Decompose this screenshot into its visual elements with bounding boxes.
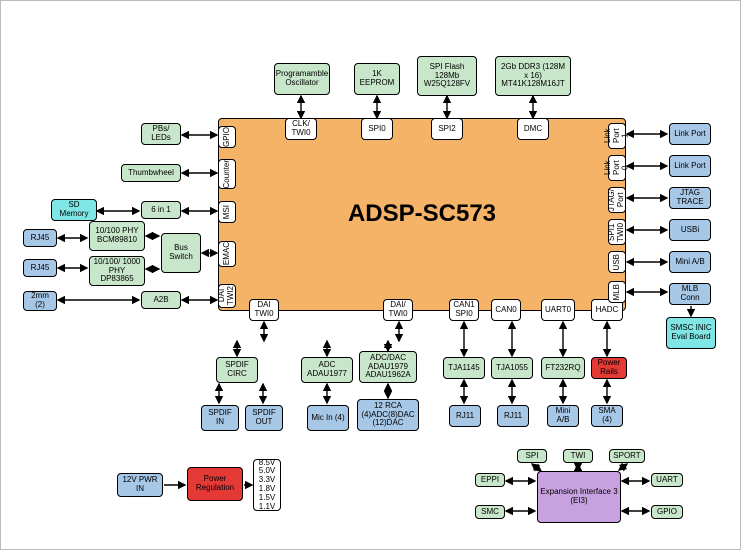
block-rj45: RJ45 [23, 229, 57, 247]
block-pbs-leds: PBs/ LEDs [141, 123, 181, 145]
block-mini-a-b: Mini A/B [669, 251, 711, 273]
block-smsc-inic-eval-board: SMSC INIC Eval Board [666, 317, 716, 349]
block-mic-in-4: Mic In (4) [307, 405, 349, 431]
block-sd-memory: SD Memory [51, 199, 97, 221]
block-can0: CAN0 [491, 299, 521, 321]
block-jtag-trace: JTAG TRACE [669, 187, 711, 209]
block-6-in-1: 6 in 1 [141, 201, 181, 219]
block-sport: SPORT [609, 449, 645, 463]
block-tja1055: TJA1055 [491, 357, 533, 379]
block-mlb-conn: MLB Conn [669, 283, 711, 305]
block-power-regulation: Power Regulation [187, 467, 243, 501]
block-2mm-2: 2mm (2) [23, 291, 57, 311]
block-spi1-twi0: SPI1 TWI0 [608, 219, 626, 245]
block-mlb: MLB [608, 281, 626, 303]
block-spi2: SPI2 [431, 118, 463, 140]
block-thumbwheel: Thumbwheel [121, 164, 181, 182]
block-dai-twi0: DAI TWI0 [249, 299, 279, 321]
block-expansion-interface-3-ei3: Expansion Interface 3 (EI3) [537, 471, 621, 523]
block-a2b: A2B [141, 291, 181, 309]
block-jtag-port: JTAG/ Port [608, 187, 626, 213]
block-bus-switch: Bus Switch [161, 233, 201, 273]
block-dai-twi0: DAI/ TWI0 [383, 299, 413, 321]
block-rj11: RJ11 [449, 405, 481, 427]
block-rj45: RJ45 [23, 259, 57, 277]
block-8-5v-5-0v-3-3v-1-8v-1-5v-1-1v: 8.5V 5.0V 3.3V 1.8V 1.5V 1.1V [253, 459, 281, 511]
block-twi: TWI [563, 449, 593, 463]
block-ft232rq: FT232RQ [541, 357, 585, 379]
block-rj11: RJ11 [497, 405, 529, 427]
block-10-100-1000-phy-dp83865: 10/100/ 1000 PHY DP83865 [89, 256, 145, 286]
block-link-port: Link Port [669, 155, 711, 177]
block-dai-twi2: DAI TWI2 [218, 284, 236, 308]
block-programamble-oscillator: Programamble Oscillator [274, 63, 330, 95]
block-smc: SMC [475, 505, 505, 519]
block-can1-spi0: CAN1 SPI0 [449, 299, 479, 321]
block-dmc: DMC [517, 118, 549, 140]
block-sma-4: SMA (4) [591, 405, 623, 427]
block-link-port: Link Port [669, 123, 711, 145]
block-eppi: EPPI [475, 473, 505, 487]
diagram-canvas: ADSP-SC573 CLK/ TWI0 SPI0 SPI2 DMC DAI TWI0 D… [0, 0, 741, 550]
arrow [619, 464, 627, 470]
block-emac: EMAC [218, 241, 236, 267]
block-gpio: GPIO [218, 126, 236, 148]
block-adc-dac-adau1979-adau1962a: ADC/DAC ADAU1979 ADAU1962A [359, 351, 417, 383]
block-link-port-1: Link Port 1 [608, 123, 626, 149]
block-spdif-out: SPDIF OUT [245, 405, 283, 431]
block-usb: USB [608, 251, 626, 273]
block-spdif-in: SPDIF IN [201, 405, 239, 431]
block-spi-flash-128mb-w25q128fv: SPI Flash 128Mb W25Q128FV [417, 56, 477, 96]
block-2gb-ddr3-128m-x-16-mt41k128m16jt: 2Gb DDR3 (128M x 16) MT41K128M16JT [495, 56, 571, 96]
block-spi: SPI [517, 449, 547, 463]
block-gpio: GPIO [651, 505, 683, 519]
block-adc-adau1977: ADC ADAU1977 [301, 357, 353, 383]
block-usbi: USBi [669, 219, 711, 241]
block-link-port-0: Link Port 0 [608, 155, 626, 181]
block-10-100-phy-bcm89810: 10/100 PHY BCM89810 [89, 221, 145, 251]
block-clk-twi0: CLK/ TWI0 [285, 118, 317, 140]
block-spi0: SPI0 [361, 118, 393, 140]
block-power-rails: Power Rails [591, 357, 627, 379]
block-uart: UART [651, 473, 683, 487]
block-spdif-circ: SPDIF CIRC [216, 357, 258, 383]
block-uart0: UART0 [541, 299, 575, 321]
arrow [532, 464, 541, 471]
block-mini-a-b: Mini A/B [547, 405, 579, 427]
block-1k-eeprom: 1K EEPROM [354, 63, 400, 95]
main-chip: ADSP-SC573 [218, 118, 626, 311]
block-12v-pwr-in: 12V PWR IN [117, 473, 163, 497]
block-12-rca-4-adc-8-dac-12-dac: 12 RCA (4)ADC(8)DAC (12)DAC [357, 399, 419, 431]
block-tja1145: TJA1145 [443, 357, 485, 379]
block-msi: MSI [218, 201, 236, 223]
block-counter: Counter [218, 159, 236, 189]
